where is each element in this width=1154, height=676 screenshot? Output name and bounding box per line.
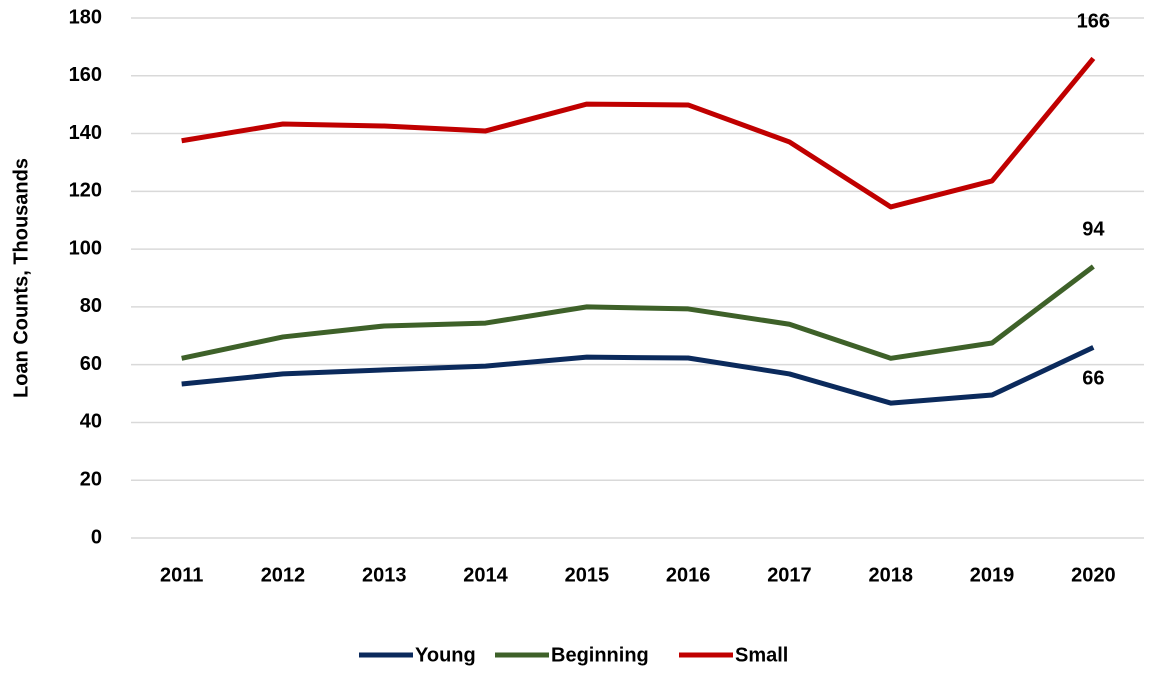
x-tick-label: 2011 [160,564,203,586]
legend-label: Small [735,644,788,666]
x-tick-label: 2016 [666,564,711,586]
line-series [181,264,1095,361]
x-tick-label: 2018 [869,564,914,586]
y-tick-label: 80 [80,295,102,317]
legend-label: Beginning [551,644,649,666]
y-tick-label: 0 [91,526,102,548]
x-tick-label: 2012 [261,564,306,586]
x-tick-label: 2013 [362,564,407,586]
line-series [181,56,1096,210]
y-tick-label: 160 [69,64,102,86]
y-tick-label: 140 [69,122,102,144]
y-tick-label: 100 [69,237,102,259]
x-tick-label: 2019 [970,564,1015,586]
x-tick-label: 2015 [565,564,610,586]
data-label: 166 [1077,11,1110,33]
y-tick-label: 40 [80,411,102,433]
line-series [181,345,1095,406]
y-axis-label: Loan Counts, Thousands [10,158,32,398]
y-tick-label: 120 [69,180,102,202]
data-label: 66 [1082,368,1104,390]
data-label: 94 [1082,219,1105,241]
x-tick-label: 2020 [1071,564,1116,586]
y-tick-label: 60 [80,353,102,375]
x-tick-label: 2017 [767,564,812,586]
y-tick-label: 180 [69,6,102,28]
x-tick-label: 2014 [463,564,508,586]
legend-label: Young [415,644,476,666]
y-tick-label: 20 [80,469,102,491]
